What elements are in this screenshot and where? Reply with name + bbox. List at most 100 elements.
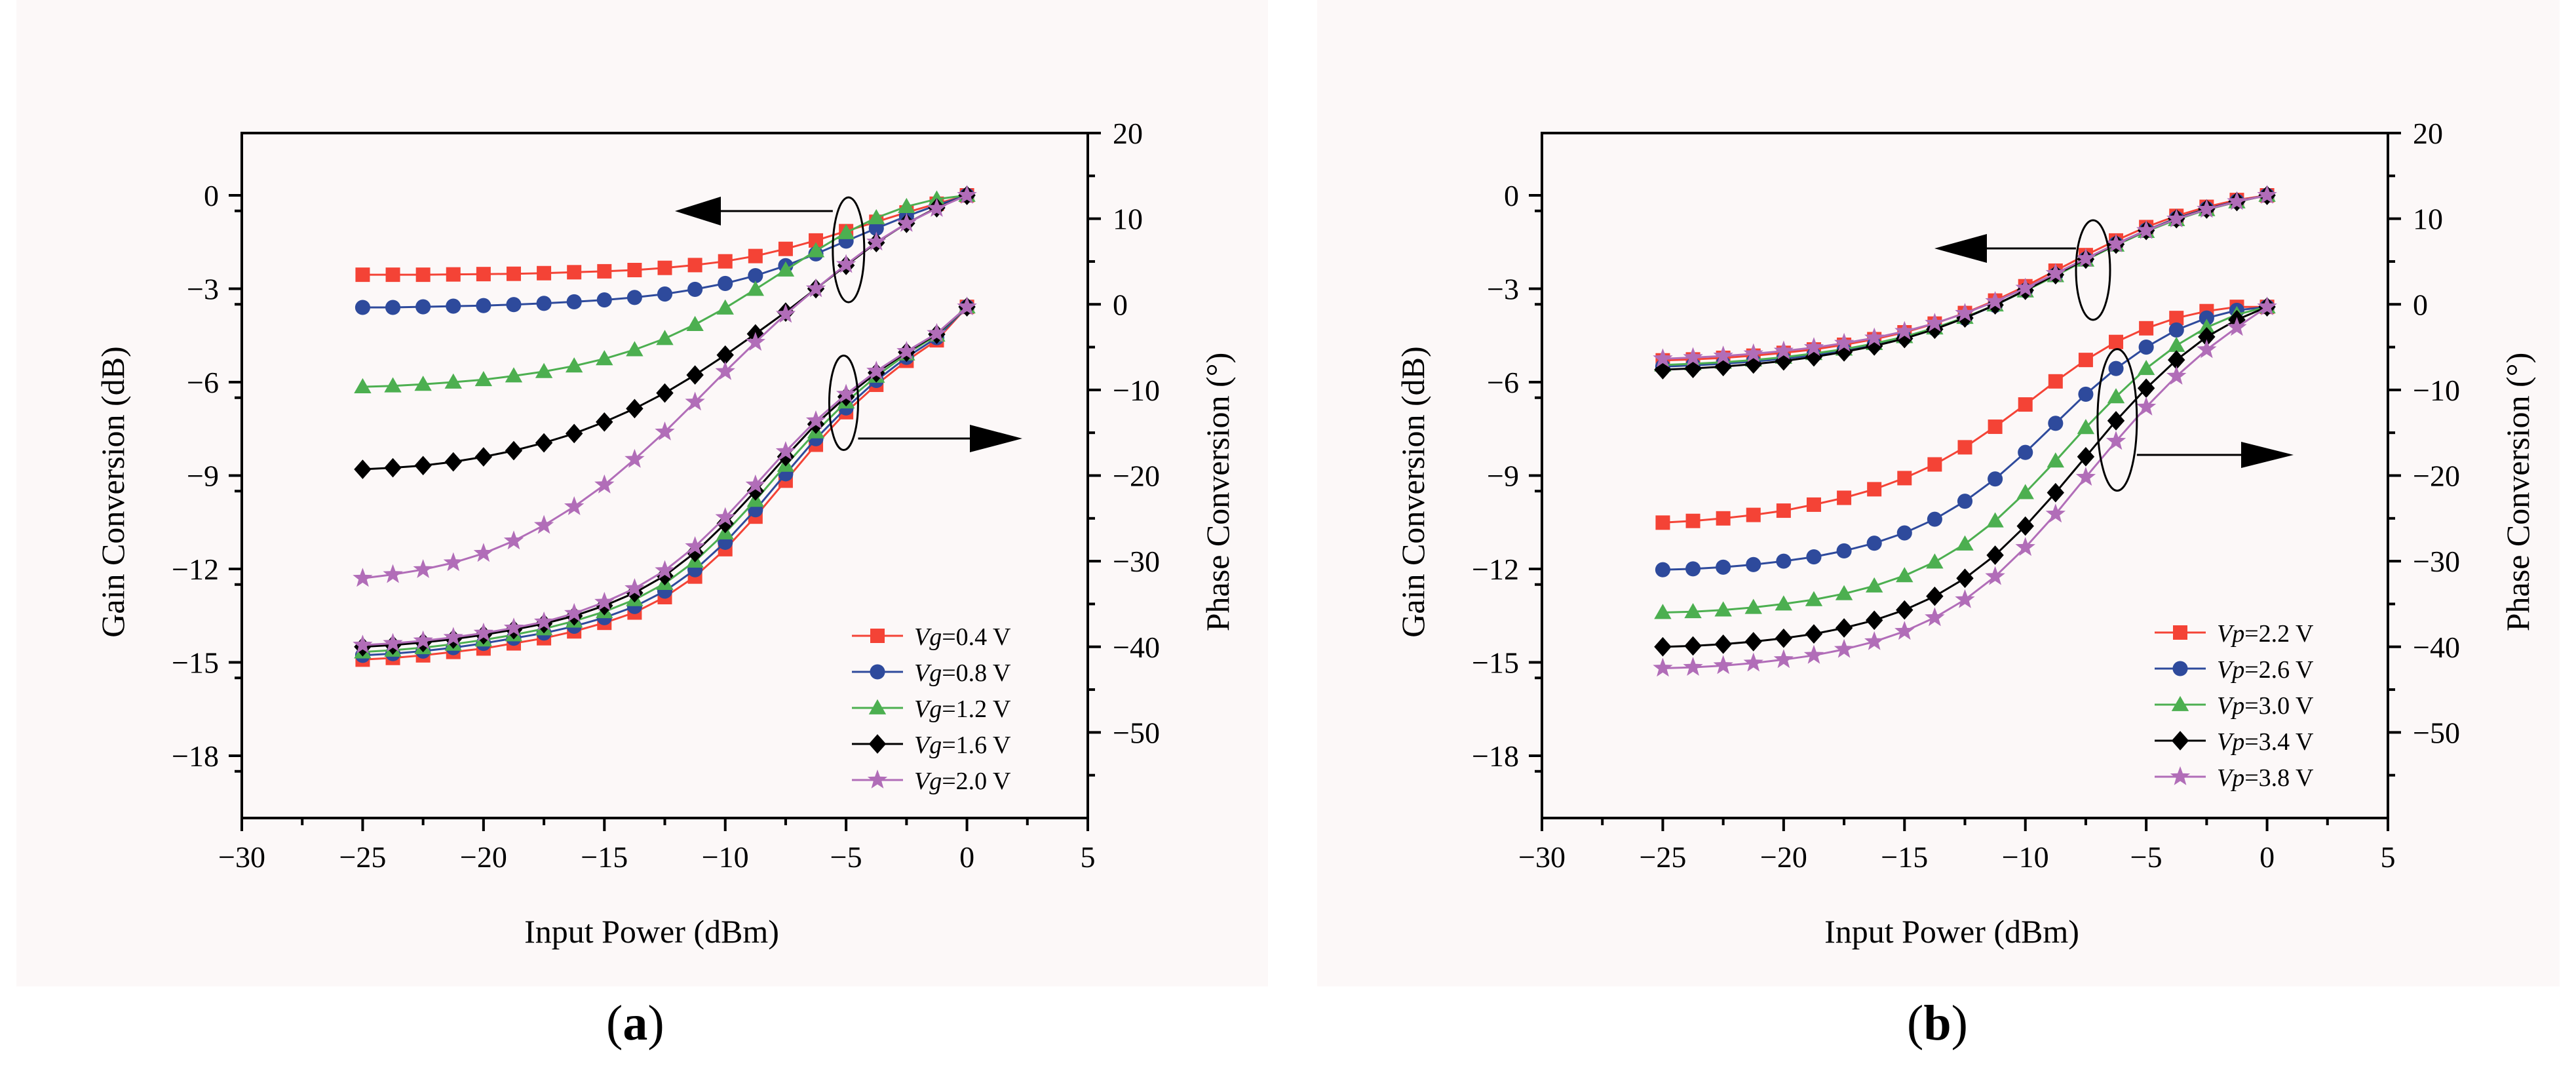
chart-b-legend-value-vp-2-2-v: =2.2 V bbox=[2244, 620, 2314, 648]
chart-a-gain-point-vg-0-8-v bbox=[687, 281, 703, 298]
chart-b-phase-point-vp-2-6-v bbox=[1806, 549, 1822, 565]
chart-a-gain-point-vg-1-6-v bbox=[505, 440, 523, 461]
chart-a-phase-point-vg-2-0-v bbox=[443, 627, 463, 646]
chart-b-y-left-tick-label: −15 bbox=[1472, 646, 1519, 680]
chart-a-x-tick-label: 5 bbox=[1081, 840, 1096, 874]
chart-b-legend-label-vp-2-6-v: Vp=2.6 V bbox=[2217, 656, 2314, 684]
chart-a-y-right-tick-label: −10 bbox=[1113, 374, 1160, 407]
chart-b-gain-point-vp-3-8-v bbox=[2257, 185, 2277, 204]
chart-b-phase-point-vp-2-2-v bbox=[1746, 507, 1761, 522]
chart-b-gain-point-vp-3-4-v bbox=[1744, 354, 1762, 374]
chart-b-phase-point-vp-3-4-v bbox=[2077, 446, 2095, 467]
chart-a-phase-point-vg-2-0-v bbox=[805, 410, 826, 429]
chart-a-gain-point-vg-0-8-v bbox=[415, 299, 431, 315]
chart-b-legend-marker-vp-2-2-v bbox=[2173, 625, 2187, 640]
chart-a-phase-arrow-right-icon bbox=[970, 425, 1022, 452]
chart-a-gain-point-vg-2-0-v bbox=[443, 552, 463, 572]
chart-a-legend-label-vg-1-6-v: Vg=1.6 V bbox=[914, 732, 1011, 759]
chart-b-phase-point-vp-3-8-v bbox=[2105, 431, 2126, 450]
chart-a-gain-point-vg-0-8-v bbox=[536, 296, 552, 311]
chart-a-legend-marker-vg-1-2-v bbox=[868, 699, 887, 714]
chart-b-legend-label-vp-3-8-v: Vp=3.8 V bbox=[2217, 764, 2314, 792]
chart-b-y-right-tick-label: −20 bbox=[2413, 459, 2460, 493]
chart-b-gain-arrow-left-icon bbox=[1934, 234, 1987, 263]
chart-a-phase-point-vg-1-6-v bbox=[746, 481, 765, 501]
chart-b-legend-value-vp-3-4-v: =3.4 V bbox=[2244, 728, 2314, 756]
chart-b-phase-point-vp-2-2-v bbox=[2169, 311, 2184, 326]
chart-a-x-tick-label: −10 bbox=[702, 840, 749, 874]
chart-b-y-right-tick-label: −30 bbox=[2413, 545, 2460, 578]
chart-a-gain-point-vg-1-6-v bbox=[596, 412, 613, 432]
chart-b-phase-point-vp-2-2-v bbox=[1988, 419, 2003, 435]
chart-b-gain-point-vp-3-8-v bbox=[2015, 277, 2035, 297]
chart-a-gain-point-vg-1-6-v bbox=[535, 433, 553, 453]
chart-b-phase-point-vp-3-8-v bbox=[1653, 657, 1673, 677]
chart-a-gain-point-vg-0-8-v bbox=[626, 290, 642, 305]
chart-b-x-tick-label: 5 bbox=[2381, 840, 2396, 874]
chart-a-legend-var-vg-1-6-v: Vg bbox=[914, 732, 942, 759]
chart-a-gain-point-vg-0-4-v bbox=[355, 267, 370, 283]
chart-b-phase-point-vp-3-8-v bbox=[1864, 631, 1885, 650]
chart-a-phase-point-vg-2-0-v bbox=[625, 578, 645, 597]
chart-a-legend-marker-vg-0-8-v bbox=[870, 664, 885, 680]
chart-b-phase-point-vp-2-6-v bbox=[1957, 494, 1973, 509]
chart-a-gain-point-vg-0-4-v bbox=[748, 248, 763, 263]
chart-a-legend-value-vg-2-0-v: =2.0 V bbox=[942, 768, 1011, 795]
chart-b-legend-var-vp-3-4-v: Vp bbox=[2217, 728, 2244, 756]
chart-a-gain-point-vg-0-8-v bbox=[566, 294, 582, 310]
chart-a-group: −30 −25 −20 −15 −10 −5 0 50−3−6−9−12−15−1820100… bbox=[94, 117, 1236, 950]
chart-a-gain-point-vg-1-2-v bbox=[746, 281, 765, 296]
chart-b-gain-point-vp-3-8-v bbox=[2105, 233, 2126, 252]
chart-a-gain-point-vg-1-6-v bbox=[474, 447, 493, 467]
chart-b-gain-point-vp-3-8-v bbox=[1834, 332, 1855, 352]
chart-b-phase-point-vp-2-6-v bbox=[1746, 556, 1761, 572]
subcaption-a-letter: a bbox=[623, 996, 648, 1051]
chart-a-phase-point-vg-2-0-v bbox=[564, 602, 585, 622]
chart-b-phase-point-vp-3-4-v bbox=[1956, 568, 1974, 589]
chart-a-y-right-tick-label: −40 bbox=[1113, 631, 1160, 664]
chart-b-phase-point-vp-2-6-v bbox=[1716, 559, 1731, 575]
chart-b-gain-point-vp-3-8-v bbox=[1743, 343, 1763, 362]
chart-a-gain-ellipse bbox=[832, 196, 866, 303]
chart-a-x-tick-label: 0 bbox=[959, 840, 974, 874]
chart-b-phase-point-vp-3-4-v bbox=[2137, 378, 2155, 399]
chart-b-phase-point-vp-3-8-v bbox=[2015, 537, 2035, 556]
chart-b-phase-point-vp-3-4-v bbox=[1926, 586, 1944, 606]
chart-a-phase-point-vg-2-0-v bbox=[655, 560, 675, 579]
subcaption-b-letter: b bbox=[1923, 996, 1951, 1051]
chart-b-phase-point-vp-2-2-v bbox=[1655, 515, 1670, 530]
chart-a-gain-point-vg-1-6-v bbox=[565, 423, 583, 444]
chart-b-phase-point-vp-2-2-v bbox=[2078, 353, 2093, 368]
subcaption-a: (a) bbox=[606, 995, 664, 1052]
chart-a-gain-point-vg-2-0-v bbox=[957, 185, 977, 204]
chart-a-gain-point-vg-0-8-v bbox=[868, 220, 884, 236]
chart-b-legend-label-vp-3-4-v: Vp=3.4 V bbox=[2217, 728, 2314, 756]
chart-b-y-left-tick-label: −9 bbox=[1487, 459, 1519, 493]
chart-a-gain-point-vg-2-0-v bbox=[564, 496, 585, 515]
chart-a-gain-point-vg-1-2-v bbox=[565, 357, 583, 373]
chart-a-gain-point-vg-1-2-v bbox=[354, 378, 372, 394]
chart-a-legend-value-vg-0-8-v: =0.8 V bbox=[942, 659, 1011, 687]
chart-b-y-left-tick-label: −12 bbox=[1472, 553, 1519, 586]
chart-a-gain-point-vg-2-0-v bbox=[533, 515, 554, 534]
chart-b-phase-point-vp-2-6-v bbox=[2138, 340, 2154, 355]
chart-a-gain-point-vg-1-6-v bbox=[656, 383, 674, 403]
chart-a-gain-point-vg-1-6-v bbox=[414, 456, 432, 476]
chart-b-phase-point-vp-3-0-v bbox=[1865, 577, 1883, 593]
chart-a-x-tick-label: −30 bbox=[218, 840, 265, 874]
chart-a-legend-value-vg-0-4-v: =0.4 V bbox=[942, 623, 1011, 651]
chart-b-legend-var-vp-2-6-v: Vp bbox=[2217, 656, 2244, 684]
chart-a-gain-point-vg-2-0-v bbox=[775, 303, 796, 323]
chart-a-gain-point-vg-1-2-v bbox=[656, 330, 674, 345]
chart-a-gain-point-vg-1-2-v bbox=[535, 362, 553, 378]
chart-a-phase-point-vg-2-0-v bbox=[383, 633, 403, 652]
chart-a-y-right-tick-label: −20 bbox=[1113, 459, 1160, 493]
chart-a-legend-var-vg-0-8-v: Vg bbox=[914, 659, 942, 687]
chart-b-gain-point-vp-3-4-v bbox=[1684, 359, 1702, 378]
chart-b-phase-point-vp-3-0-v bbox=[1684, 602, 1702, 619]
chart-a-y-right-axis-label: Phase Conversion (°) bbox=[1199, 353, 1236, 632]
chart-b-gain-point-vp-3-8-v bbox=[2045, 263, 2066, 283]
chart-b-y-right-tick-label: −10 bbox=[2413, 374, 2460, 407]
chart-b-phase-point-vp-2-2-v bbox=[1957, 440, 1972, 455]
